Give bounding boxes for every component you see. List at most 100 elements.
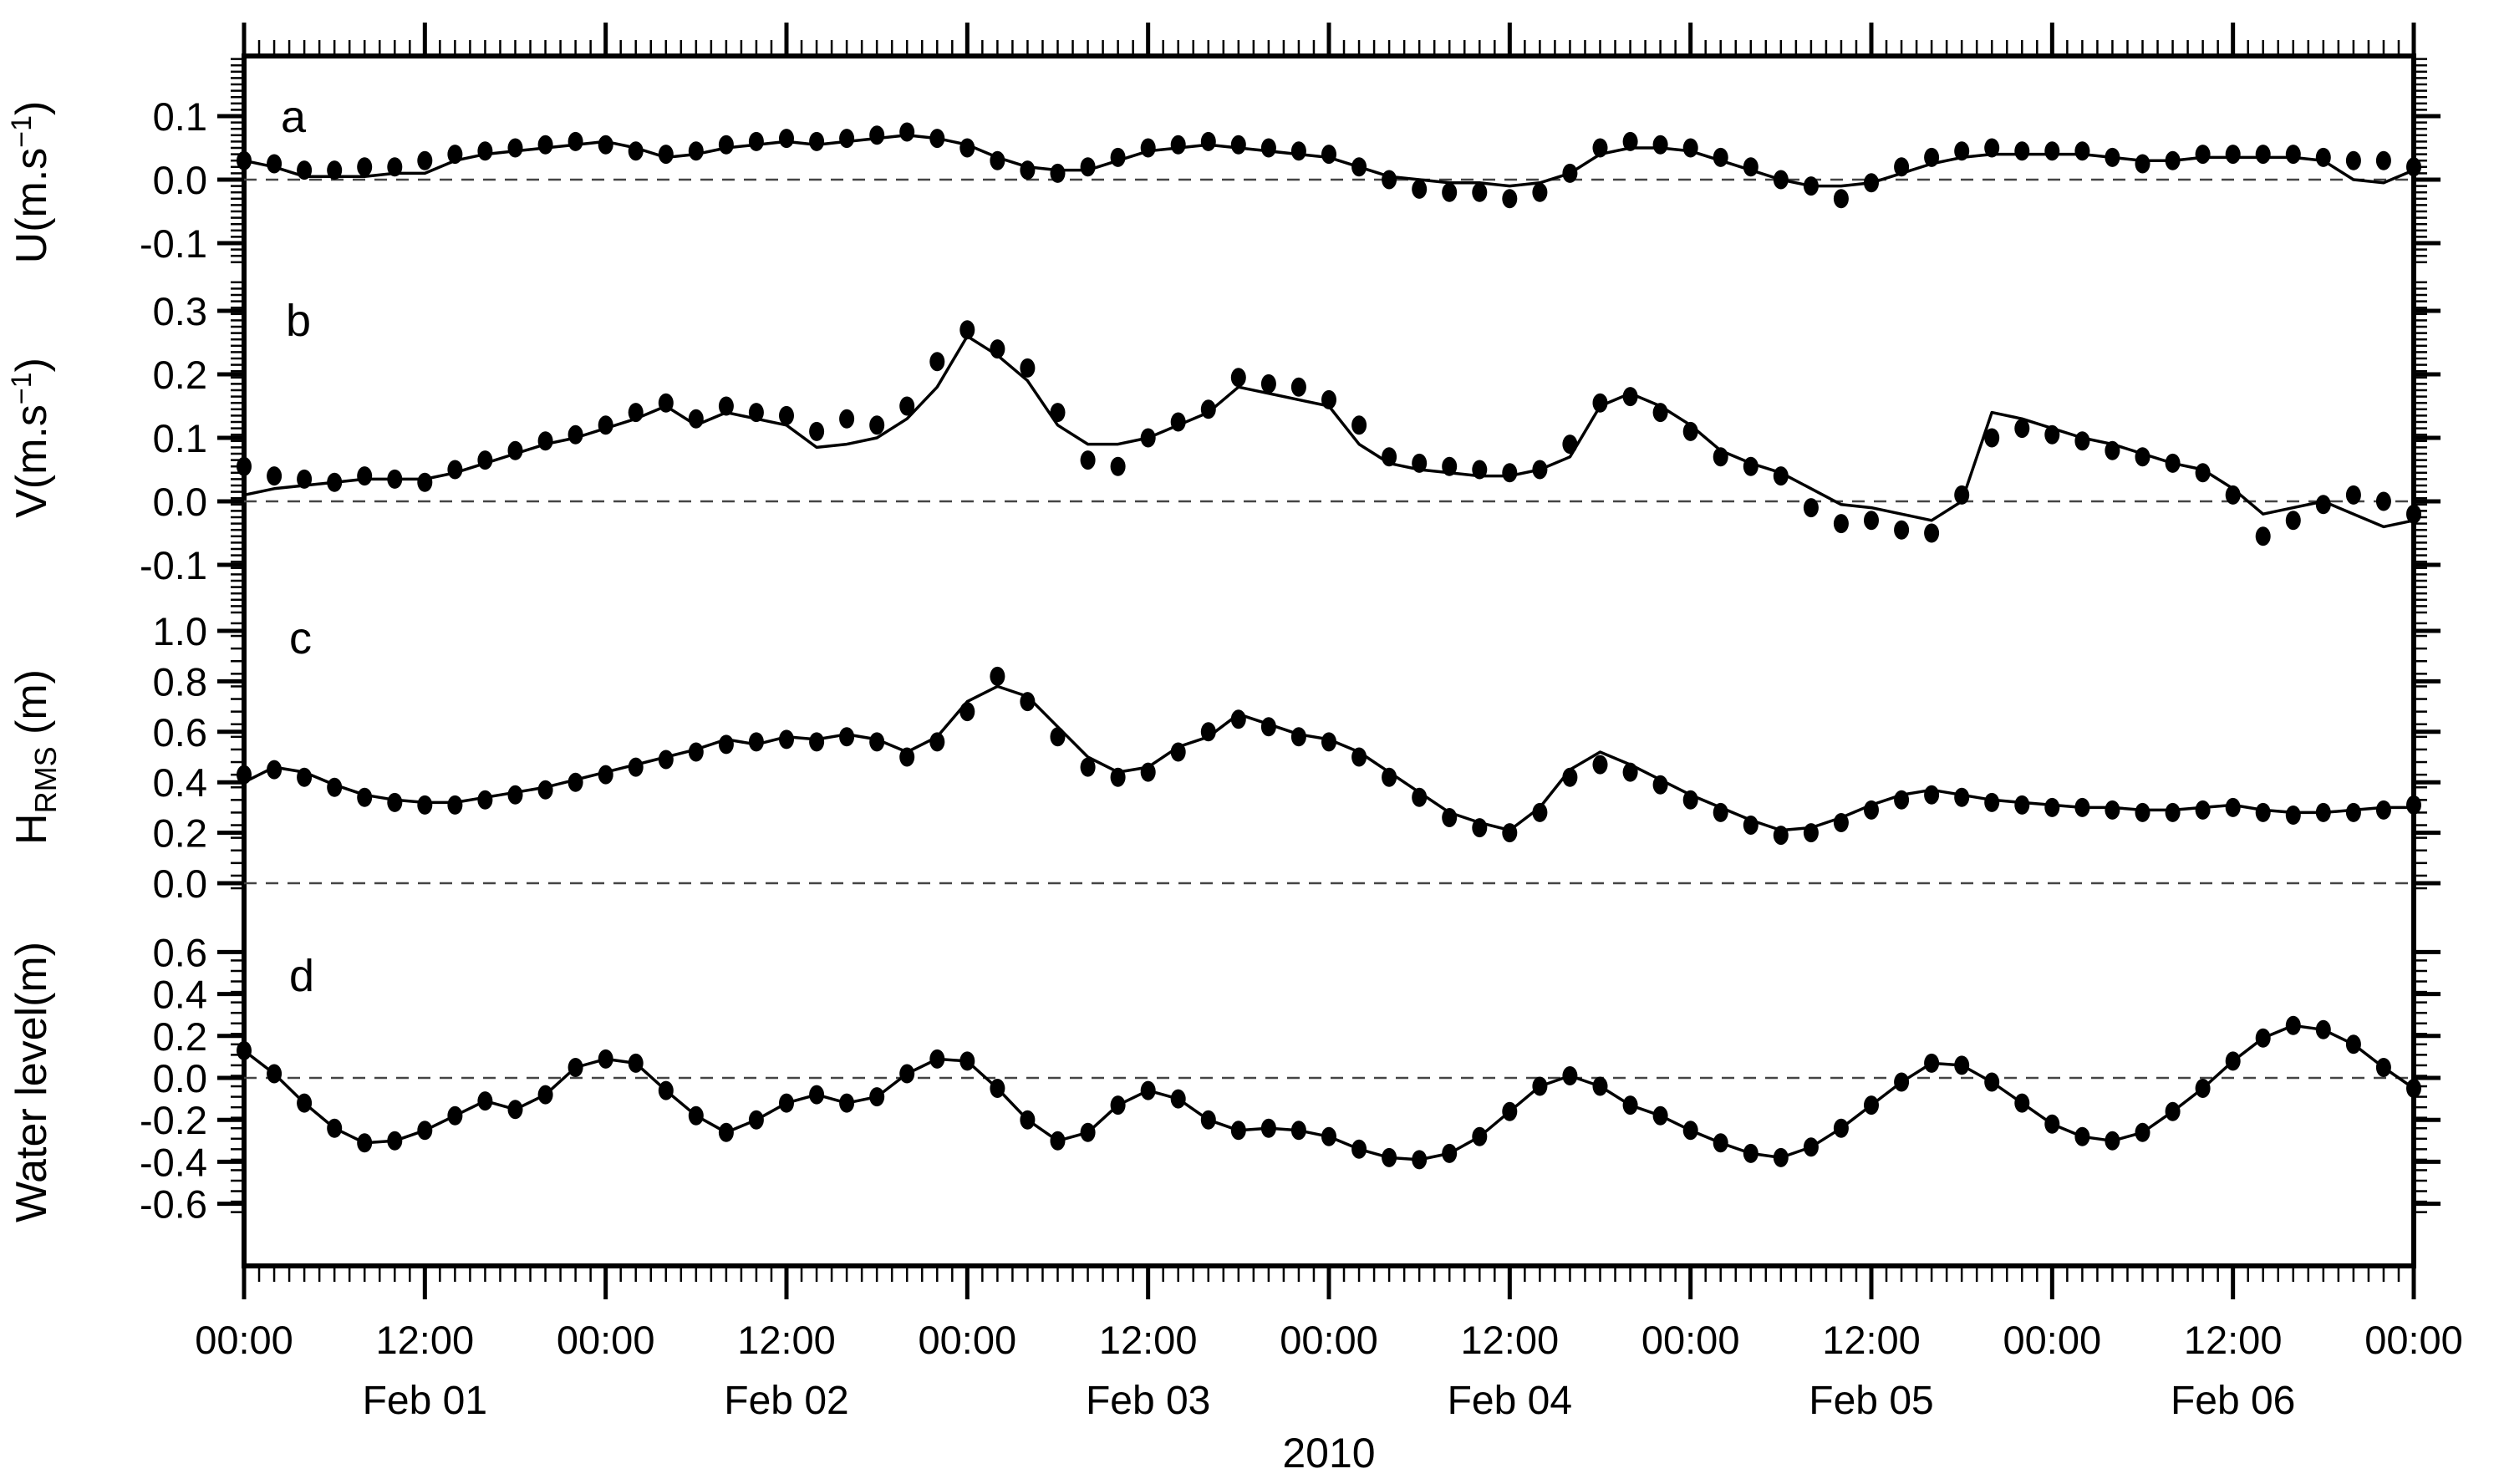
x-axis-tick-label: 12:00 [376, 1318, 475, 1362]
x-axis-tick-label: 00:00 [557, 1318, 655, 1362]
data-point [1412, 179, 1428, 199]
data-point [1592, 755, 1608, 775]
panel-c-model-line [243, 684, 2414, 832]
data-point [417, 150, 433, 170]
data-point [1864, 511, 1879, 531]
data-point [869, 125, 885, 145]
data-point [990, 666, 1005, 686]
data-point [267, 466, 282, 486]
data-point [1803, 498, 1819, 518]
y-axis-tick-label: -0.2 [140, 1098, 207, 1142]
data-point [387, 792, 403, 812]
x-axis-day-label: Feb 03 [1086, 1379, 1210, 1423]
y-axis-tick-label: 0.0 [153, 158, 207, 202]
data-point [2014, 795, 2030, 815]
y-axis-tick-label: 0.4 [153, 760, 207, 805]
data-point [1290, 377, 1306, 397]
data-point [1984, 792, 2000, 812]
y-axis-tick-label: 0.2 [153, 811, 207, 856]
data-point [2375, 491, 2391, 511]
data-point [1622, 131, 1638, 151]
data-point [1110, 456, 1126, 476]
data-point [1532, 802, 1548, 822]
data-point [1984, 428, 2000, 448]
y-axis-title-waterlevel: Water level(m) [8, 942, 56, 1222]
x-axis-day-label: Feb 02 [724, 1379, 848, 1423]
y-axis-title-v: V(m.s−1) [6, 358, 56, 518]
data-point [688, 141, 704, 161]
x-axis-tick-label: 00:00 [2003, 1318, 2102, 1362]
panel-label-a: a [281, 92, 307, 142]
data-point [1924, 785, 1940, 805]
data-point [718, 734, 734, 755]
y-axis-tick-label: 0.8 [153, 659, 207, 704]
panel-b-observed-points [237, 320, 2421, 546]
data-point [1080, 757, 1096, 777]
data-point [1652, 135, 1668, 155]
data-point [2345, 802, 2361, 822]
data-point [507, 138, 523, 158]
x-axis-tick-label: 00:00 [1280, 1318, 1378, 1362]
y-axis-tick-label: -0.6 [140, 1182, 207, 1227]
data-point [267, 154, 282, 174]
y-axis-tick-label: 1.0 [153, 609, 207, 653]
x-axis-day-label: Feb 05 [1809, 1379, 1933, 1423]
data-point [357, 466, 373, 486]
data-point [537, 780, 553, 800]
data-point [2315, 495, 2331, 515]
data-point [1562, 435, 1578, 455]
data-point [1382, 170, 1397, 190]
data-point [809, 131, 825, 151]
x-axis-year-label: 2010 [1282, 1430, 1375, 1476]
x-axis-tick-label: 12:00 [737, 1318, 836, 1362]
data-point [899, 747, 915, 767]
data-point [959, 702, 975, 722]
data-point [959, 320, 975, 340]
data-point [2195, 800, 2211, 820]
data-point [839, 727, 855, 747]
data-point [2044, 141, 2060, 161]
x-axis-tick-label: 00:00 [1641, 1318, 1740, 1362]
data-point [779, 405, 794, 425]
data-point [1020, 692, 1036, 712]
panel-d-model-line [242, 1024, 2415, 1161]
panel-a-model-line [243, 134, 2415, 188]
data-point [1170, 742, 1186, 762]
y-axis-tick-label: 0.6 [153, 930, 207, 974]
data-point [2285, 511, 2301, 531]
panel-b-model-line [243, 334, 2415, 529]
data-point [477, 790, 493, 810]
data-point [1382, 767, 1397, 787]
y-axis-tick-label: -0.1 [140, 221, 207, 266]
data-point [327, 160, 343, 180]
data-point [1170, 135, 1186, 155]
data-point [417, 795, 433, 815]
data-point [1412, 787, 1428, 807]
data-point [1652, 775, 1668, 795]
data-point [718, 396, 734, 416]
data-point [1260, 374, 1276, 394]
data-point [447, 795, 463, 815]
data-point [2225, 797, 2241, 817]
data-point [1502, 189, 1518, 209]
data-point [779, 729, 794, 750]
data-point [237, 456, 252, 476]
data-point [1592, 393, 1608, 413]
x-axis-tick-label: 00:00 [2364, 1318, 2463, 1362]
panel-label-c: c [289, 613, 312, 663]
data-point [2014, 419, 2030, 439]
data-point [2375, 150, 2391, 170]
data-point [658, 145, 674, 165]
data-point [839, 129, 855, 149]
data-point [1140, 138, 1156, 158]
data-point [2165, 802, 2181, 822]
panel-d-observed-points [237, 1015, 2421, 1170]
panel-label-d: d [289, 951, 314, 1001]
x-axis-tick-label: 12:00 [1461, 1318, 1560, 1362]
data-point [899, 122, 915, 142]
y-axis-tick-label: -0.1 [140, 543, 207, 587]
data-point [537, 431, 553, 451]
panel-c-observed-points [237, 666, 2421, 846]
